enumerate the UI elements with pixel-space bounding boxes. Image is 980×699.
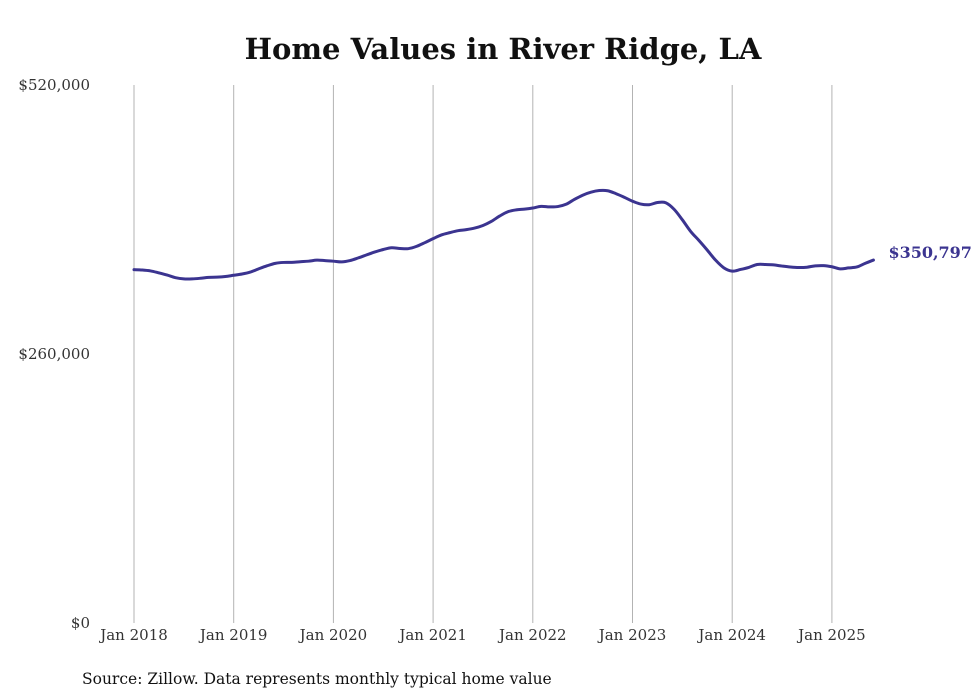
- y-tick-label-520000: $520,000: [18, 76, 90, 94]
- y-axis-tick-labels: $0 $260,000 $520,000: [18, 76, 90, 632]
- series-line-1: [132, 188, 875, 281]
- x-tick-label-jan-2024: Jan 2024: [696, 626, 766, 644]
- y-tick-label-260000: $260,000: [18, 345, 90, 363]
- series-lines: [132, 188, 875, 281]
- latest-value-label: $350,797: [888, 243, 972, 262]
- chart-title: Home Values in River Ridge, LA: [245, 32, 762, 66]
- x-tick-label-jan-2023: Jan 2023: [597, 626, 667, 644]
- x-tick-label-jan-2021: Jan 2021: [397, 626, 467, 644]
- x-tick-label-jan-2020: Jan 2020: [298, 626, 368, 644]
- x-tick-label-jan-2022: Jan 2022: [497, 626, 567, 644]
- x-tick-label-jan-2018: Jan 2018: [98, 626, 168, 644]
- source-note: Source: Zillow. Data represents monthly …: [82, 670, 552, 688]
- x-tick-label-jan-2019: Jan 2019: [198, 626, 268, 644]
- x-tick-label-jan-2025: Jan 2025: [796, 626, 866, 644]
- vertical-gridlines: [133, 85, 833, 623]
- x-axis-tick-labels: Jan 2018 Jan 2019 Jan 2020 Jan 2021 Jan 2022…: [98, 626, 865, 644]
- y-tick-label-0: $0: [71, 614, 90, 632]
